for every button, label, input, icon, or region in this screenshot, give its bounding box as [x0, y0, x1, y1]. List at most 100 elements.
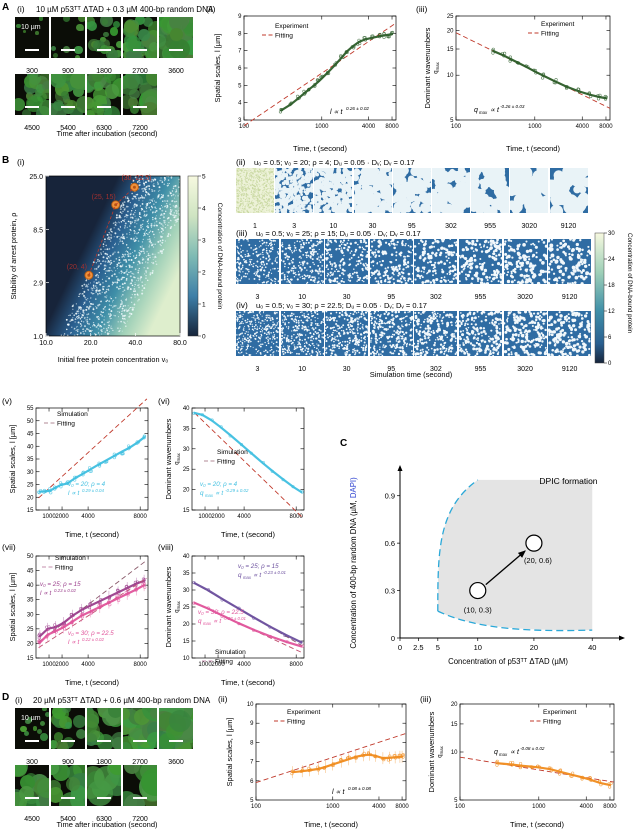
droplet — [103, 105, 120, 115]
time-label: 9120 — [561, 366, 578, 373]
panel-a-time-labels-row1: 300 900 1800 2700 3600 — [15, 60, 195, 78]
svg-text:Experiment: Experiment — [543, 709, 577, 716]
simulation-tile — [392, 168, 431, 213]
time-label: 7200 — [132, 125, 148, 132]
droplet — [104, 84, 120, 100]
svg-text:2000: 2000 — [55, 514, 69, 520]
time-label: 300 — [26, 759, 38, 766]
panel-b-iii-time-labels: 3 10 30 95 302 955 3020 9120 — [236, 286, 593, 304]
svg-text:20: 20 — [183, 622, 190, 628]
svg-text:0.23 ± 0.02: 0.23 ± 0.02 — [54, 588, 76, 593]
svg-text:2000: 2000 — [211, 662, 225, 668]
svg-text:1000: 1000 — [315, 124, 329, 130]
svg-text:Dominant wavenumbers: Dominant wavenumbers — [423, 27, 432, 108]
svg-text:Spatial scales, l [µm]: Spatial scales, l [µm] — [225, 718, 234, 787]
chart-b-vi: 15 20 25 30 35 40 1000 2000 4000 8000 Time, t (sec… — [162, 398, 312, 540]
svg-text:Concentration of p53ᵀᵀ ΔTAD (µ: Concentration of p53ᵀᵀ ΔTAD (µM) — [448, 657, 568, 666]
panel-d-iii-tag: (iii) — [420, 694, 432, 704]
micrograph-tile — [123, 765, 157, 806]
svg-text:Spatial scales, l [µm]: Spatial scales, l [µm] — [8, 425, 17, 494]
time-label: 302 — [430, 294, 442, 301]
droplet — [25, 92, 34, 100]
simulation-tile — [548, 239, 592, 284]
svg-text:max: max — [205, 493, 214, 498]
droplet — [74, 45, 83, 55]
panel-label-a: A — [2, 2, 10, 13]
svg-text:4000: 4000 — [580, 804, 594, 810]
scale-bar — [97, 106, 111, 108]
panel-b-ii-sim-strip — [236, 168, 589, 213]
svg-text:4000: 4000 — [237, 662, 251, 668]
svg-text:0.08 ± 0.08: 0.08 ± 0.08 — [348, 786, 371, 791]
droplet — [53, 732, 63, 742]
droplet — [182, 18, 193, 37]
svg-text:q: q — [200, 490, 204, 497]
svg-text:l ∝ t: l ∝ t — [68, 490, 80, 497]
svg-text:8.5: 8.5 — [33, 227, 43, 234]
time-label: 3 — [255, 294, 260, 301]
svg-text:q: q — [238, 572, 242, 579]
simulation-tile — [369, 311, 413, 356]
panel-b-iii-tag: (iii) — [236, 228, 248, 238]
chart-b-vii: 15 20 25 30 35 40 45 50 1000 2000 4000 8000 Time, t … — [6, 546, 156, 688]
svg-text:Experiment: Experiment — [287, 709, 321, 716]
svg-text:4000: 4000 — [372, 804, 386, 810]
droplet — [18, 795, 40, 806]
svg-text:40: 40 — [183, 554, 190, 560]
svg-text:20: 20 — [447, 28, 454, 34]
svg-text:4000: 4000 — [81, 514, 95, 520]
svg-text:l ∝ t: l ∝ t — [68, 639, 80, 646]
micrograph-tile — [51, 708, 85, 749]
svg-text:6: 6 — [238, 66, 242, 72]
droplet — [33, 726, 38, 731]
svg-text:15: 15 — [451, 722, 458, 728]
droplet — [106, 48, 118, 58]
svg-text:100: 100 — [251, 804, 262, 810]
svg-text:0.3: 0.3 — [385, 587, 395, 596]
svg-text:5: 5 — [250, 798, 254, 804]
time-label: 95 — [387, 366, 396, 373]
droplet — [87, 710, 99, 727]
svg-text:0.26 ± 0.02: 0.26 ± 0.02 — [346, 106, 369, 111]
panel-d-time-labels-row1: 300 900 1800 2700 3600 — [15, 751, 195, 769]
svg-text:7: 7 — [238, 49, 242, 55]
scale-bar — [25, 106, 39, 108]
svg-text:8000: 8000 — [395, 804, 409, 810]
simulation-tile — [236, 239, 279, 284]
droplet — [75, 729, 85, 740]
droplet — [99, 77, 112, 89]
panel-b-i-tag: (i) — [17, 157, 25, 167]
droplet — [51, 46, 56, 51]
svg-text:25: 25 — [183, 467, 190, 473]
panel-b-vi-tag: (vi) — [158, 396, 170, 406]
svg-text:Time, t (second): Time, t (second) — [304, 820, 358, 829]
micrograph-tile — [51, 765, 85, 806]
panel-a-i-tag: (i) — [17, 4, 25, 14]
simulation-tile — [236, 168, 274, 213]
svg-text:15: 15 — [447, 47, 454, 53]
panel-a-ii-tag: (ii) — [206, 4, 216, 14]
svg-text:20: 20 — [451, 702, 458, 708]
svg-text:Dominant wavenumbers: Dominant wavenumbers — [427, 711, 436, 792]
time-label: 1800 — [96, 68, 112, 75]
svg-text:3: 3 — [238, 118, 242, 124]
time-label: 2700 — [132, 68, 148, 75]
svg-text:20.0: 20.0 — [84, 340, 98, 347]
svg-text:Spatial scales, l [µm]: Spatial scales, l [µm] — [8, 573, 17, 642]
svg-text:9: 9 — [250, 721, 254, 727]
scale-bar — [25, 797, 39, 799]
svg-text:DPIC formation: DPIC formation — [539, 476, 597, 486]
time-label: 3600 — [168, 68, 184, 75]
svg-text:Simulation: Simulation — [55, 555, 86, 562]
svg-text:6: 6 — [250, 779, 254, 785]
time-label: 95 — [387, 294, 396, 301]
svg-text:-0.08 ± 0.02: -0.08 ± 0.02 — [520, 746, 545, 751]
droplet — [125, 36, 142, 52]
svg-text:4: 4 — [202, 206, 206, 213]
droplet — [102, 19, 108, 25]
panel-d-i-tag: (i) — [15, 695, 23, 705]
panel-b-sim-xaxis: Simulation time (second) — [369, 370, 453, 379]
panel-d-time-labels-row2: 4500 5400 6300 7200 — [15, 808, 159, 826]
droplet — [109, 27, 119, 36]
droplet — [168, 38, 190, 58]
